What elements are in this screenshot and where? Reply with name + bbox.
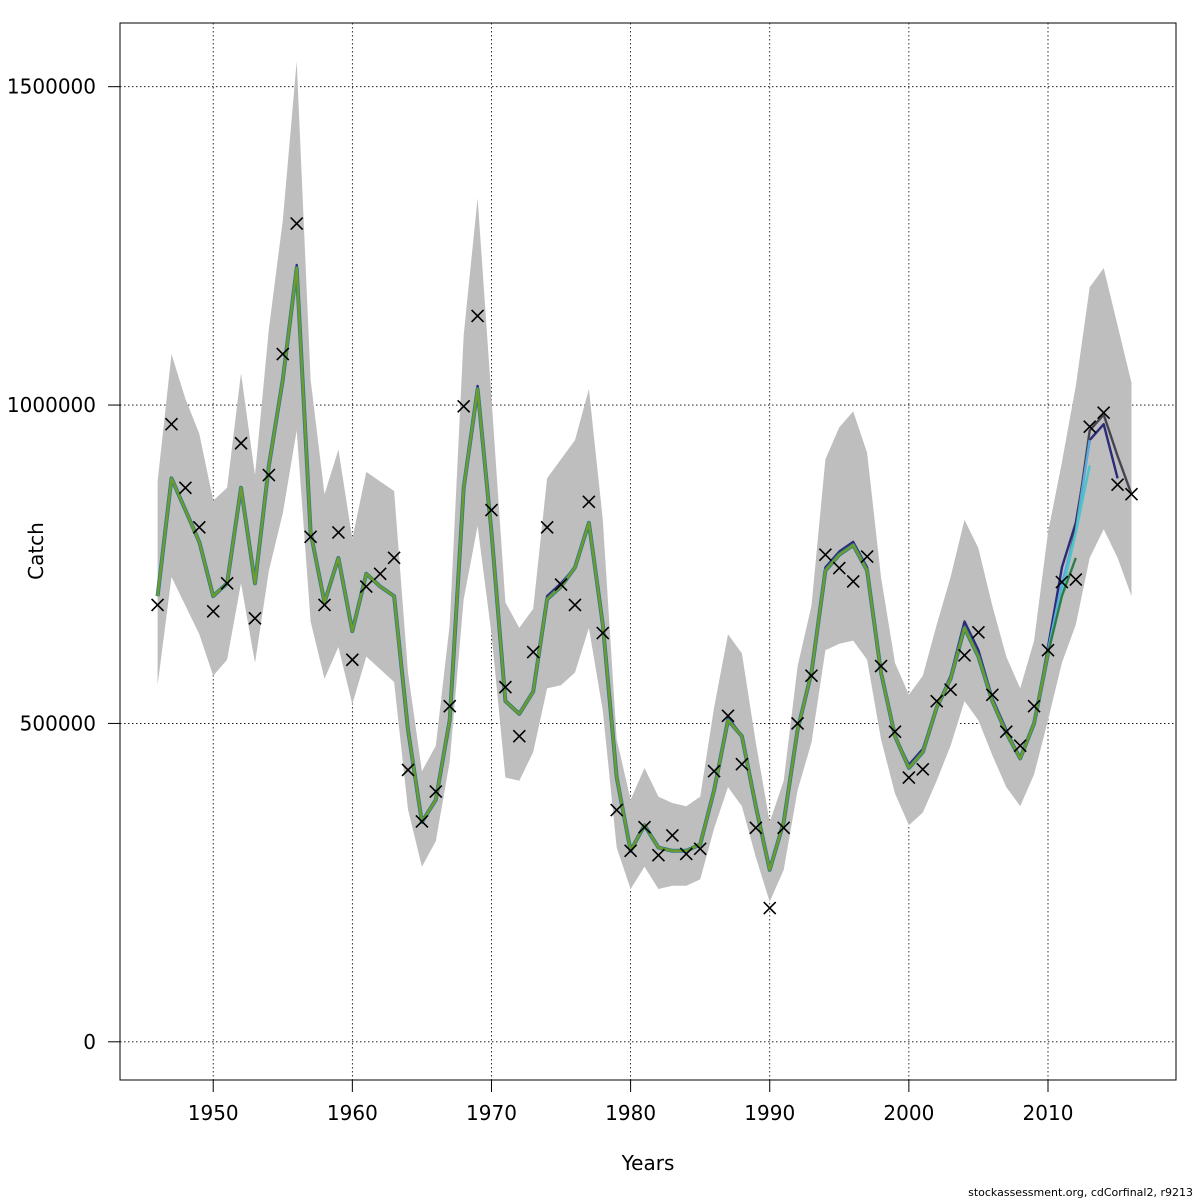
credit-text: stockassessment.org, cdCorfinal2, r9213	[968, 1186, 1193, 1199]
observed-point	[804, 669, 819, 683]
observed-point	[276, 347, 290, 361]
observed-point	[457, 399, 471, 413]
observed-point	[1069, 572, 1083, 587]
y-tick-label: 500000	[20, 711, 96, 735]
observed-point	[790, 716, 805, 730]
observed-point	[971, 625, 986, 639]
y-axis-title: Catch	[24, 522, 48, 580]
observed-point	[234, 436, 248, 450]
x-tick-label: 1970	[466, 1101, 517, 1125]
observed-point	[164, 417, 179, 431]
observed-point	[818, 548, 832, 562]
observed-point	[846, 574, 860, 588]
observed-point	[401, 763, 415, 777]
observed-point	[707, 764, 721, 778]
observed-point	[916, 762, 930, 776]
observed-point	[359, 579, 373, 594]
x-tick-label: 1990	[744, 1101, 795, 1125]
observed-point	[331, 525, 346, 539]
observed-point	[749, 821, 763, 835]
observed-point	[498, 680, 512, 694]
observed-point	[192, 520, 206, 534]
observed-point	[443, 699, 457, 713]
observed-point	[1111, 478, 1125, 492]
observed-point	[540, 520, 554, 534]
observed-point	[150, 598, 165, 612]
observed-point	[888, 725, 902, 739]
observed-point	[624, 844, 638, 858]
observed-point	[610, 803, 624, 817]
y-tick-label: 1000000	[7, 393, 96, 417]
observed-point	[874, 659, 888, 673]
observed-point	[1097, 406, 1111, 420]
x-axis-title: Years	[621, 1151, 675, 1175]
observed-point	[985, 688, 999, 702]
observed-point	[651, 848, 666, 862]
y-axis: 0 500000 1000000 1500000	[7, 75, 121, 1054]
observed-point	[262, 468, 276, 482]
y-tick-label: 1500000	[7, 75, 96, 99]
observed-point	[1027, 699, 1041, 713]
observed-point	[220, 576, 234, 590]
y-tick-label: 0	[83, 1030, 96, 1054]
observed-point	[582, 495, 596, 509]
observed-point	[512, 729, 526, 743]
confidence-band	[157, 61, 1132, 902]
observed-point	[693, 842, 707, 856]
observed-point	[470, 309, 485, 323]
observed-point	[637, 820, 652, 834]
observed-point	[373, 567, 387, 581]
observed-point	[777, 821, 791, 835]
observed-point	[290, 217, 304, 231]
observed-point	[832, 561, 846, 575]
observed-point	[248, 611, 262, 625]
observed-point	[902, 770, 916, 785]
observed-point	[1083, 420, 1097, 434]
x-tick-label: 1950	[188, 1101, 239, 1125]
x-tick-label: 1960	[327, 1101, 378, 1125]
observed-point	[1124, 487, 1139, 501]
observed-point	[721, 709, 735, 723]
series-line-main	[156, 266, 1050, 872]
observed-point	[1041, 643, 1055, 657]
observed-point	[387, 551, 401, 565]
series-lines-layer	[155, 263, 1133, 872]
observed-point	[999, 725, 1013, 739]
observed-point	[735, 757, 749, 771]
observed-point	[178, 481, 192, 495]
observed-point	[554, 578, 568, 592]
observed-point	[665, 828, 679, 843]
observed-point	[596, 626, 610, 640]
x-tick-label: 2010	[1023, 1101, 1074, 1125]
observed-point	[317, 598, 332, 612]
observed-point	[415, 814, 429, 829]
observed-point	[568, 598, 582, 612]
observed-points-layer	[150, 217, 1139, 915]
observed-point	[206, 604, 220, 618]
observed-point	[679, 847, 693, 861]
observed-point	[944, 683, 958, 697]
observed-point	[526, 645, 540, 659]
observed-point	[345, 653, 359, 667]
confidence-band-layer	[157, 61, 1132, 902]
observed-point	[429, 784, 443, 799]
observed-point	[957, 648, 972, 662]
x-tick-label: 2000	[883, 1101, 934, 1125]
observed-point	[930, 694, 944, 708]
observed-point	[484, 503, 499, 517]
observed-point	[1013, 739, 1027, 753]
observed-point	[304, 530, 318, 544]
observed-point	[1055, 575, 1069, 589]
x-axis: 1950 1960 1970 1980 1990 2000 2010	[188, 1079, 1074, 1125]
x-tick-label: 1980	[605, 1101, 656, 1125]
observed-point	[860, 550, 874, 564]
observed-point	[763, 901, 777, 915]
